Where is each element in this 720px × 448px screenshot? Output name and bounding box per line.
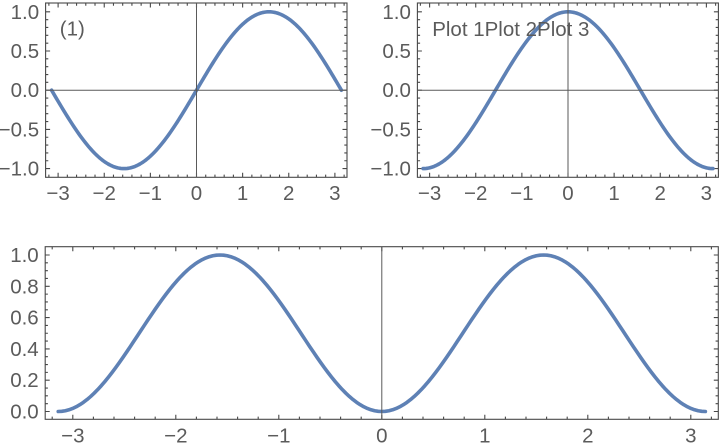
svg-text:0.6: 0.6 bbox=[10, 307, 39, 330]
svg-text:2: 2 bbox=[655, 182, 666, 205]
svg-text:−1.0: −1.0 bbox=[0, 158, 39, 181]
svg-text:0.0: 0.0 bbox=[11, 79, 40, 102]
svg-text:1.0: 1.0 bbox=[382, 1, 411, 24]
svg-text:0: 0 bbox=[562, 182, 573, 205]
svg-text:3: 3 bbox=[685, 425, 696, 448]
svg-text:Plot 1Plot 2Plot 3: Plot 1Plot 2Plot 3 bbox=[432, 18, 589, 41]
svg-text:−1.0: −1.0 bbox=[370, 158, 410, 181]
svg-text:1.0: 1.0 bbox=[10, 244, 39, 267]
svg-text:1.0: 1.0 bbox=[11, 1, 40, 24]
svg-text:1: 1 bbox=[479, 425, 490, 448]
svg-text:−3: −3 bbox=[46, 182, 69, 205]
svg-text:−1: −1 bbox=[510, 182, 533, 205]
svg-text:−0.5: −0.5 bbox=[370, 118, 410, 141]
svg-text:0.4: 0.4 bbox=[10, 338, 39, 361]
svg-text:−1: −1 bbox=[139, 182, 162, 205]
svg-text:1: 1 bbox=[608, 182, 619, 205]
svg-text:0: 0 bbox=[191, 182, 202, 205]
svg-text:0.5: 0.5 bbox=[382, 40, 411, 63]
svg-text:(1): (1) bbox=[60, 18, 85, 41]
svg-text:3: 3 bbox=[701, 182, 712, 205]
svg-text:−1: −1 bbox=[267, 425, 290, 448]
svg-text:0.5: 0.5 bbox=[11, 40, 40, 63]
svg-text:−2: −2 bbox=[164, 425, 187, 448]
svg-text:0.8: 0.8 bbox=[10, 275, 39, 298]
svg-text:−3: −3 bbox=[418, 182, 441, 205]
svg-text:0.2: 0.2 bbox=[10, 369, 39, 392]
svg-text:−0.5: −0.5 bbox=[0, 118, 39, 141]
svg-text:2: 2 bbox=[283, 182, 294, 205]
svg-text:1: 1 bbox=[237, 182, 248, 205]
svg-text:−3: −3 bbox=[61, 425, 84, 448]
svg-text:−2: −2 bbox=[93, 182, 116, 205]
svg-text:0: 0 bbox=[376, 425, 387, 448]
svg-text:3: 3 bbox=[329, 182, 340, 205]
svg-text:0.0: 0.0 bbox=[382, 79, 411, 102]
svg-text:−2: −2 bbox=[464, 182, 487, 205]
svg-text:0.0: 0.0 bbox=[10, 401, 39, 424]
svg-text:2: 2 bbox=[582, 425, 593, 448]
